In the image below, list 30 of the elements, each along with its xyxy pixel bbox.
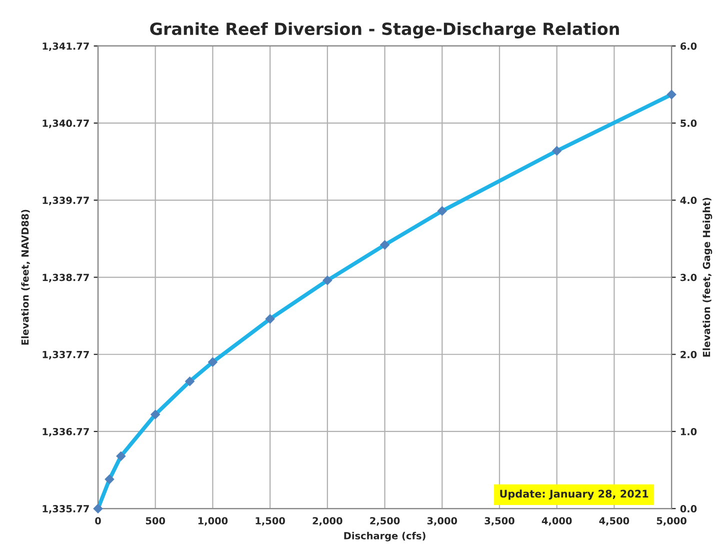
y-tick-label: 1,337.77: [42, 350, 89, 360]
y2-tick-label: 0.0: [680, 505, 697, 512]
x-tick-label: 500: [146, 517, 166, 524]
y2-tick-label: 3.0: [680, 274, 697, 282]
x-axis-title: Discharge (cfs): [344, 532, 426, 542]
x-tick-label: 4,000: [542, 517, 572, 526]
x-tick-label: 5,000: [656, 517, 686, 526]
chart-title: Granite Reef Diversion - Stage-Discharge Relation: [150, 22, 619, 38]
x-tick-label: 0: [95, 517, 101, 524]
x-tick-label: 2,000: [312, 517, 342, 526]
y2-tick-label: 2.0: [680, 350, 697, 358]
y-tick-label: 1,341.77: [42, 42, 89, 52]
x-tick-label: 4,500: [599, 517, 630, 526]
x-tick-label: 2,500: [370, 517, 400, 526]
y-axis-title: Elevation (feet, NAVD88): [21, 210, 30, 345]
x-tick-label: 3,500: [484, 517, 514, 526]
annotation: Update: January 28, 2021: [500, 490, 648, 500]
x-tick-label: 1,000: [198, 517, 228, 526]
y2-tick-label: 1.0: [680, 428, 697, 436]
y2-tick-label: 6.0: [680, 42, 697, 50]
x-tick-label: 1,500: [256, 517, 285, 526]
y-tick-label: 1,335.77: [42, 505, 89, 514]
y-tick-label: 1,338.77: [42, 274, 89, 282]
y-tick-label: 1,340.77: [42, 120, 89, 128]
y2-axis-title: Elevation (feet, Gage Height): [702, 198, 712, 357]
y2-tick-label: 4.0: [680, 196, 697, 204]
y-tick-label: 1,336.77: [42, 428, 89, 437]
y-tick-label: 1,339.77: [42, 196, 89, 206]
y2-tick-label: 5.0: [680, 120, 697, 127]
x-tick-label: 3,000: [427, 517, 458, 526]
